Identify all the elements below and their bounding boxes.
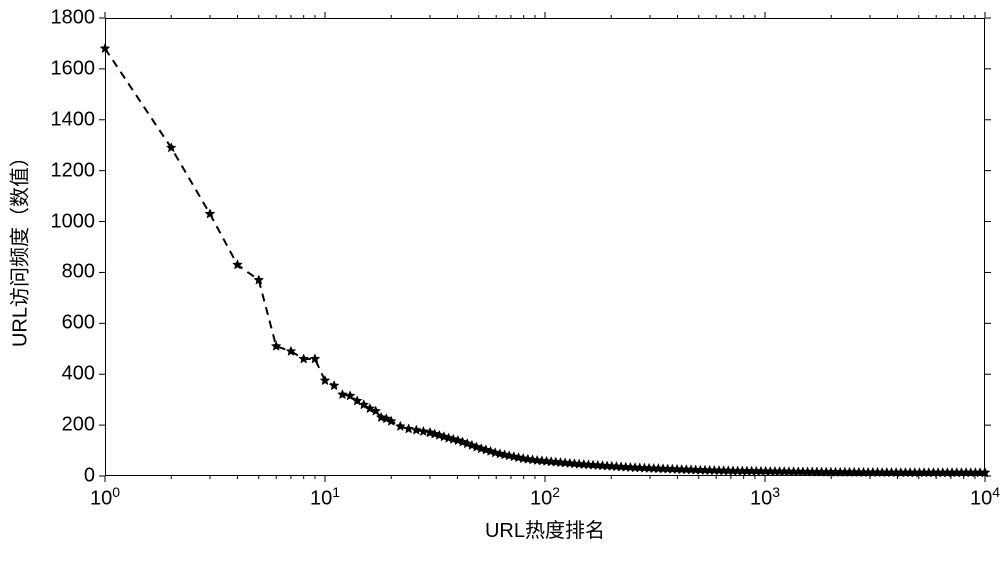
tick-label: 100 — [90, 484, 120, 511]
tick-label: 103 — [750, 484, 780, 511]
x-axis-label: URL热度排名 — [485, 514, 605, 543]
tick-label: 101 — [310, 484, 340, 511]
tick-label: 1800 — [51, 7, 96, 30]
chart-container: URL访问频度（数值） URL热度排名 02004006008001000120… — [0, 0, 1000, 568]
data-marker — [205, 209, 215, 218]
tick-label: 104 — [970, 484, 1000, 511]
data-marker — [271, 341, 281, 350]
tick-label: 600 — [62, 312, 95, 335]
tick-label: 1000 — [51, 210, 96, 233]
chart-svg — [0, 0, 1000, 568]
data-marker — [329, 381, 339, 390]
data-marker — [310, 354, 320, 363]
tick-label: 200 — [62, 414, 95, 437]
data-marker — [320, 376, 330, 385]
tick-label: 400 — [62, 363, 95, 386]
data-marker — [396, 421, 406, 430]
tick-label: 1200 — [51, 159, 96, 182]
data-marker — [100, 44, 110, 53]
tick-label: 800 — [62, 261, 95, 284]
data-marker — [299, 354, 309, 363]
tick-label: 1600 — [51, 57, 96, 80]
y-axis-label: URL访问频度（数值） — [4, 147, 33, 347]
tick-label: 1400 — [51, 108, 96, 131]
tick-label: 102 — [530, 484, 560, 511]
